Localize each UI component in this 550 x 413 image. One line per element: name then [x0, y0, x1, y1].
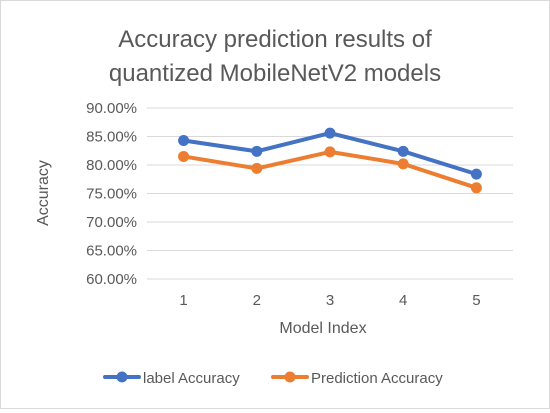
series-lines [178, 127, 482, 194]
y-tick-label: 80.00% [86, 157, 137, 174]
chart-title-line: Accuracy prediction results of [118, 26, 432, 53]
data-point [178, 150, 190, 162]
data-point [178, 134, 190, 146]
y-tick-label: 65.00% [86, 243, 137, 260]
data-point [397, 145, 409, 157]
series-1 [178, 127, 482, 180]
x-tick-label: 5 [472, 292, 480, 309]
y-tick-label: 70.00% [86, 214, 137, 231]
data-point [324, 146, 336, 158]
data-point [470, 182, 482, 194]
data-point [470, 168, 482, 180]
data-point [251, 162, 263, 174]
legend: label Accuracy Prediction Accuracy [103, 370, 443, 387]
legend-point-marker [116, 371, 128, 383]
y-tick-label: 90.00% [86, 100, 137, 117]
series-2 [178, 146, 482, 194]
legend-label: Prediction Accuracy [311, 370, 443, 387]
y-tick-label: 60.00% [86, 271, 137, 288]
data-point [324, 127, 336, 139]
x-axis-ticks: 1 2 3 4 5 [179, 292, 480, 309]
x-tick-label: 1 [179, 292, 187, 309]
data-point [397, 158, 409, 170]
x-tick-label: 3 [326, 292, 334, 309]
legend-item: Prediction Accuracy [271, 370, 443, 387]
legend-point-marker [284, 371, 296, 383]
legend-label: label Accuracy [143, 370, 240, 387]
y-axis-ticks: 60.00% 65.00% 70.00% 75.00% 80.00% 85.00% 90.0… [86, 100, 137, 288]
chart-title-line: quantized MobileNetV2 models [109, 60, 441, 87]
data-point [251, 145, 263, 157]
chart-title: Accuracy prediction results of quantized … [109, 26, 441, 87]
legend-item: label Accuracy [103, 370, 240, 387]
y-tick-label: 75.00% [86, 186, 137, 203]
x-tick-label: 4 [399, 292, 407, 309]
y-axis-title: Accuracy [35, 160, 52, 226]
x-tick-label: 2 [253, 292, 261, 309]
x-axis-title: Model Index [279, 320, 366, 337]
y-tick-label: 85.00% [86, 129, 137, 146]
